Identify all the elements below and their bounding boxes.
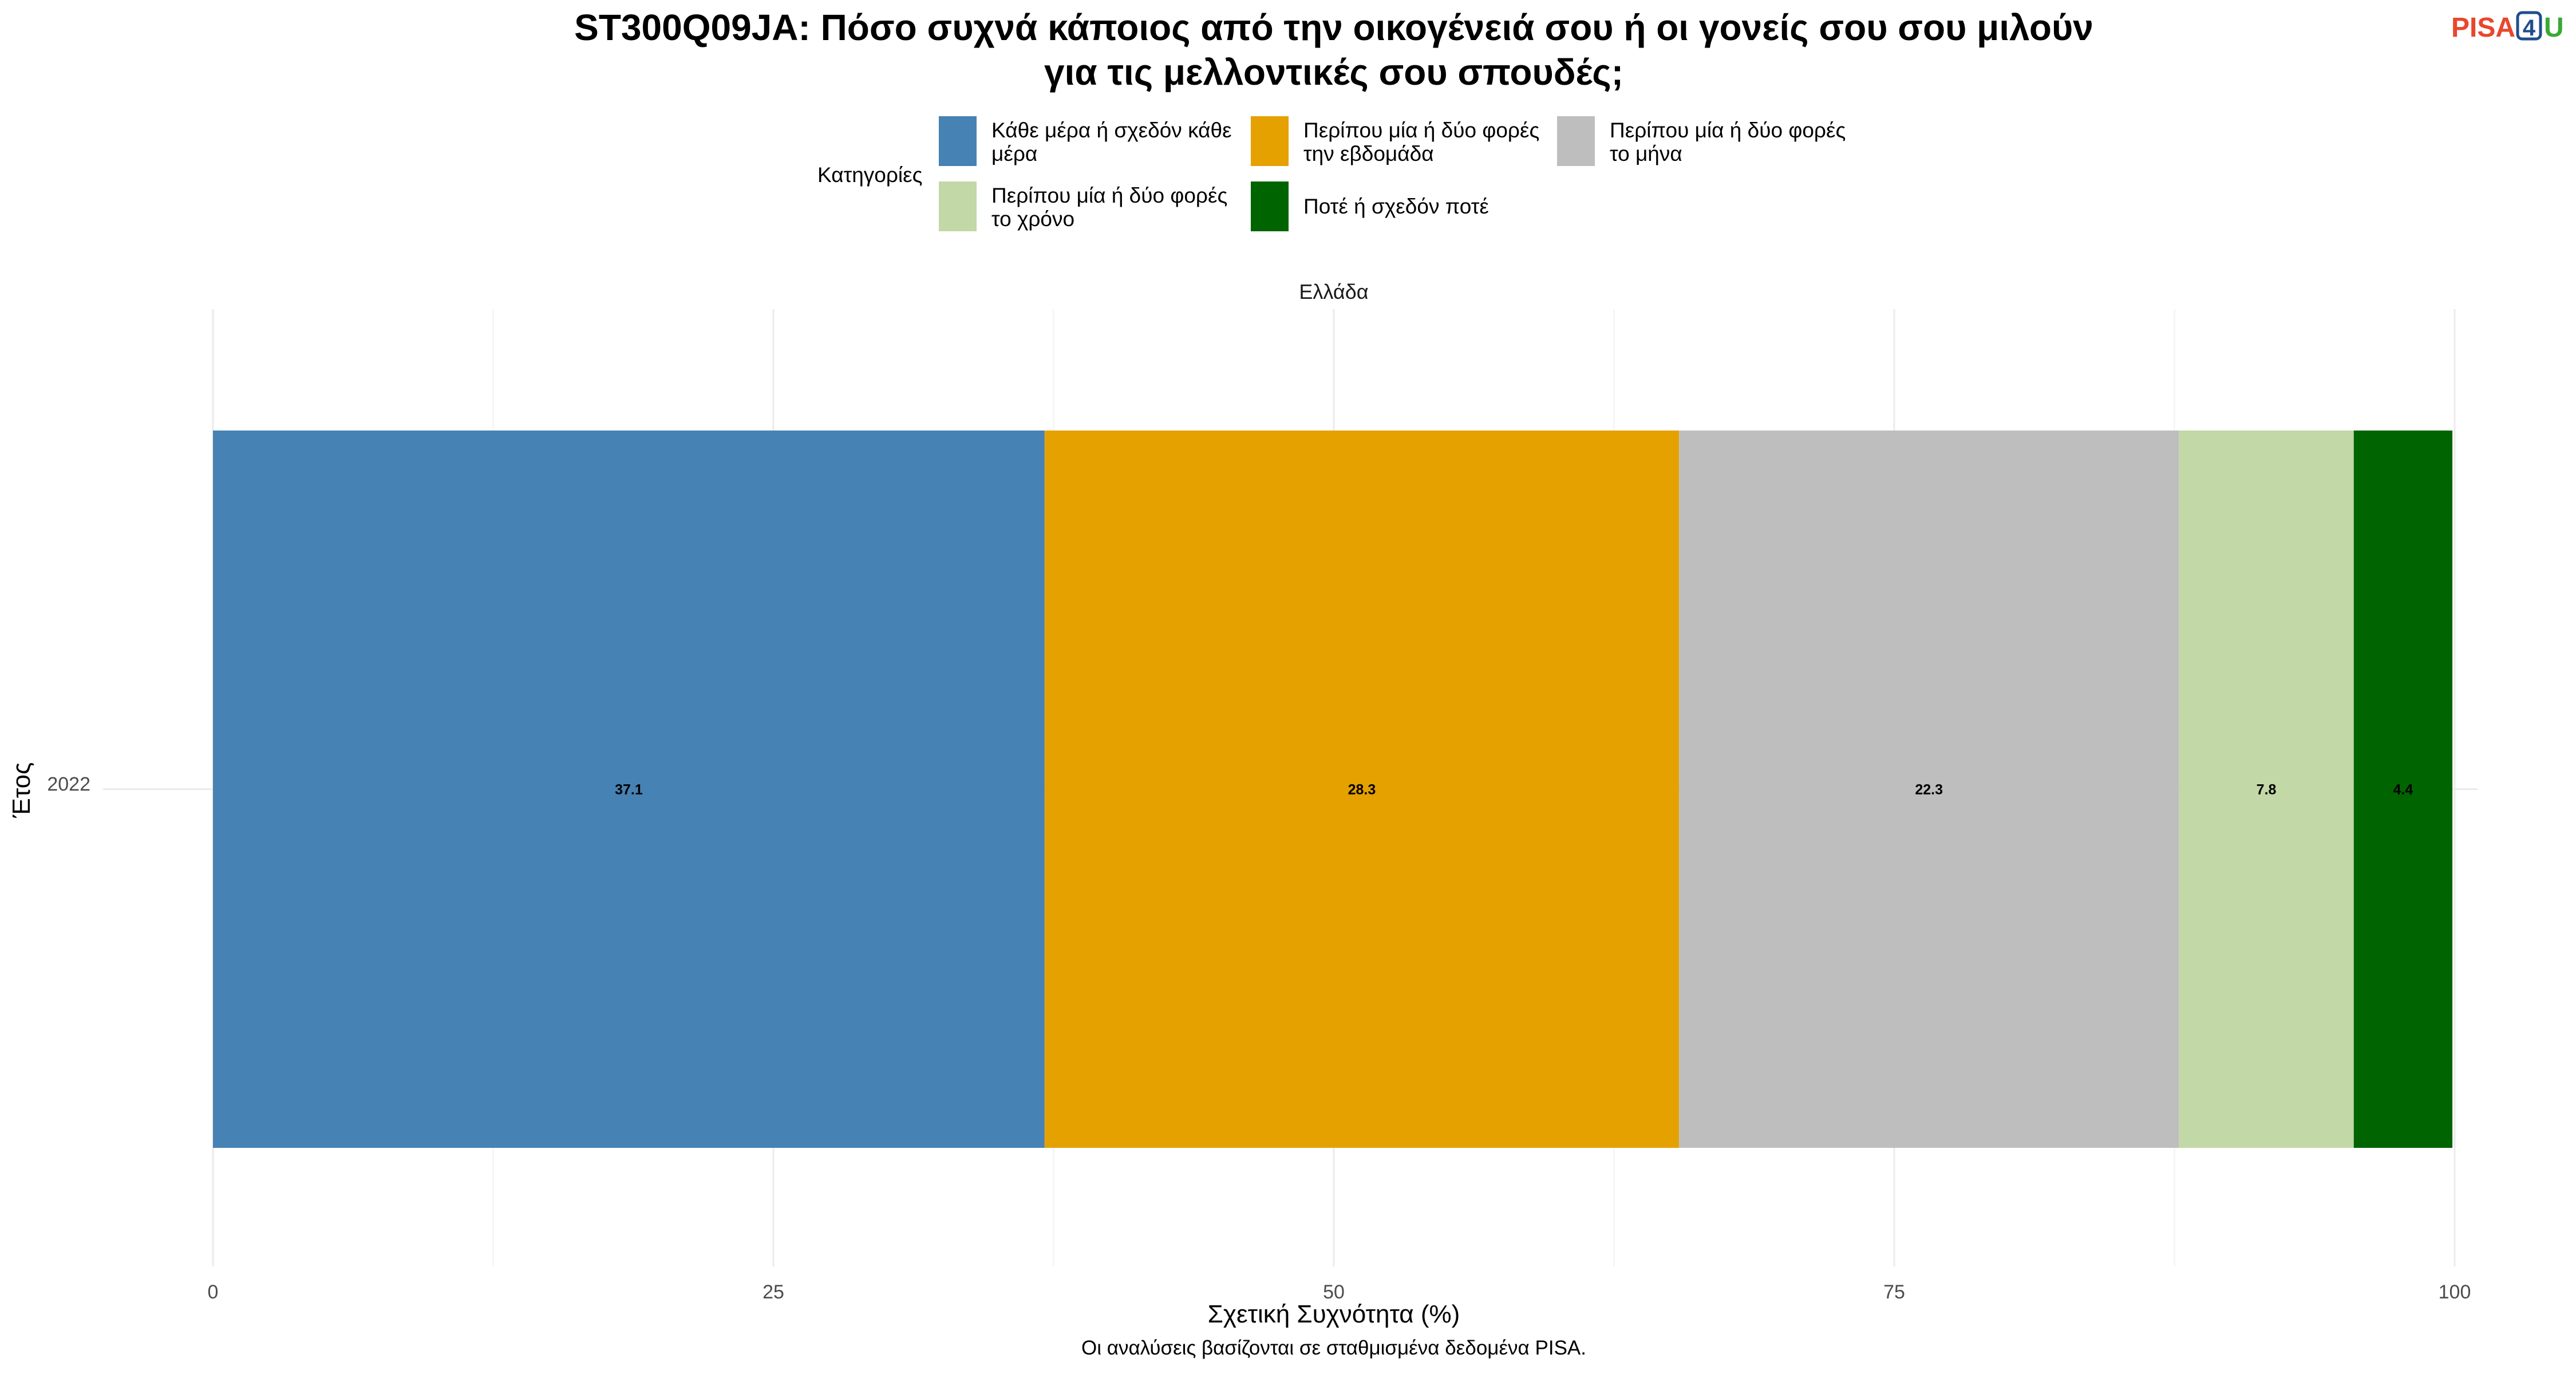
legend: Κατηγορίες Κάθε μέρα ή σχεδόν κάθε μέρα … xyxy=(817,116,1846,231)
data-label-2: 22.3 xyxy=(1915,782,1943,798)
legend-label-0-line-1: Κάθε μέρα ή σχεδόν κάθε xyxy=(991,119,1232,142)
legend-key-0 xyxy=(939,116,977,166)
legend-label-3-line-1: Περίπου μία ή δύο φορές xyxy=(991,184,1227,207)
legend-label-4-line-1: Ποτέ ή σχεδόν ποτέ xyxy=(1303,195,1489,218)
logo-four-box xyxy=(2516,11,2542,41)
data-label-0: 37.1 xyxy=(615,782,643,798)
bar-segment-4 xyxy=(2353,431,2453,1148)
chart-title-line-2: για τις μελλοντικές σου σπουδές; xyxy=(1044,52,1623,93)
legend-key-2 xyxy=(1557,116,1595,166)
x-tick-label-3: 75 xyxy=(1883,1281,1905,1303)
legend-label-3-line-2: το χρόνο xyxy=(991,207,1074,231)
x-axis-ticks: 0 25 50 75 100 xyxy=(208,1281,2471,1303)
x-tick-label-1: 25 xyxy=(762,1281,784,1303)
data-label-1: 28.3 xyxy=(1348,782,1376,798)
legend-label-0-line-2: μέρα xyxy=(991,142,1037,165)
logo-pisa-text: PISA xyxy=(2451,13,2515,43)
legend-title: Κατηγορίες xyxy=(817,163,922,187)
x-tick-label-0: 0 xyxy=(208,1281,219,1303)
legend-key-4 xyxy=(1251,181,1289,231)
logo-four-text: 4 xyxy=(2523,15,2536,41)
chart-title-line-1: ST300Q09JA: Πόσο συχνά κάποιος από την ο… xyxy=(574,7,2093,48)
bar-segment-3 xyxy=(2179,431,2354,1148)
legend-label-2-line-2: το μήνα xyxy=(1610,142,1682,165)
bar-segment-0 xyxy=(213,431,1045,1148)
x-tick-label-4: 100 xyxy=(2439,1281,2471,1303)
legend-label-1-line-1: Περίπου μία ή δύο φορές xyxy=(1303,119,1539,142)
x-axis-title: Σχετική Συχνότητα (%) xyxy=(1208,1300,1460,1328)
chart-caption: Οι αναλύσεις βασίζονται σε σταθμισμένα δ… xyxy=(1081,1337,1586,1359)
legend-key-1 xyxy=(1251,116,1289,166)
x-tick-label-2: 50 xyxy=(1323,1281,1345,1303)
logo-u-text: U xyxy=(2544,13,2564,43)
data-label-3: 7.8 xyxy=(2257,782,2277,798)
legend-label-1-line-2: την εβδομάδα xyxy=(1303,142,1434,165)
y-axis-title: Έτος xyxy=(7,763,35,819)
facet-strip-label: Ελλάδα xyxy=(1299,280,1368,303)
bar-segment-2 xyxy=(1679,431,2179,1148)
legend-label-2-line-1: Περίπου μία ή δύο φορές xyxy=(1610,119,1846,142)
data-label-4: 4.4 xyxy=(2393,782,2413,798)
data-labels: 37.1 28.3 22.3 7.8 4.4 xyxy=(615,782,2413,798)
y-tick-label-2022: 2022 xyxy=(47,773,90,795)
bar-segments xyxy=(213,431,2453,1148)
legend-key-3 xyxy=(939,181,977,231)
pisa4u-logo: PISA 4 U xyxy=(2451,11,2564,43)
bar-segment-1 xyxy=(1044,431,1680,1148)
